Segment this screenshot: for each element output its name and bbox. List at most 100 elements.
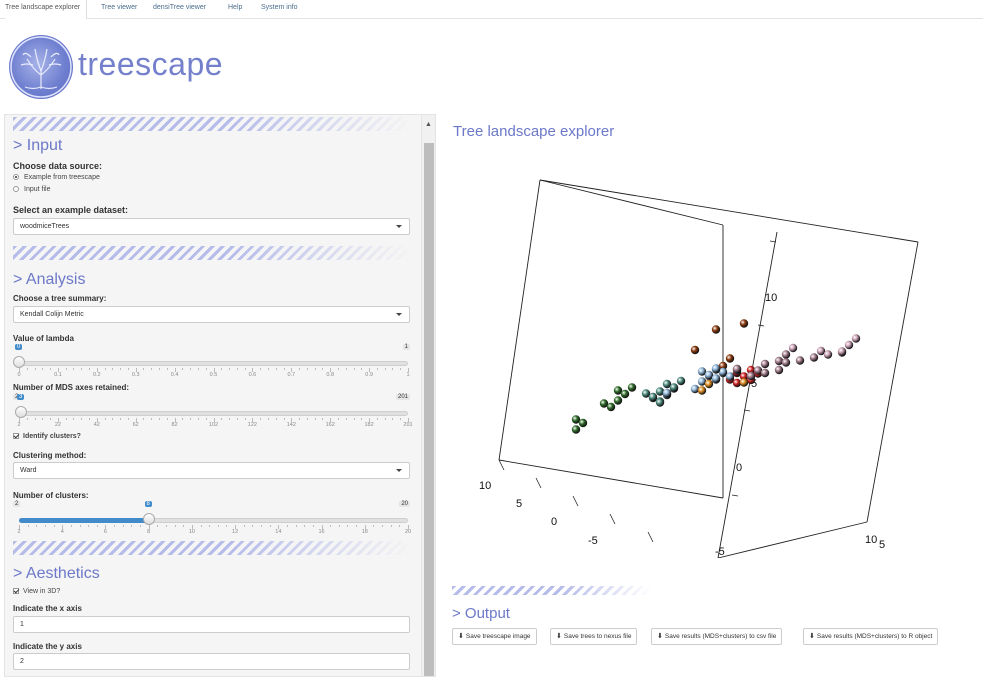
checkbox-checked-icon[interactable] bbox=[13, 588, 19, 594]
slider-tick bbox=[390, 525, 392, 527]
slider-tick bbox=[400, 368, 402, 370]
identify-clusters-checkbox[interactable]: Identify clusters? bbox=[13, 433, 81, 440]
slider-tick bbox=[53, 525, 55, 527]
slider-tick bbox=[330, 418, 332, 422]
slider-tick bbox=[131, 525, 133, 527]
slider-tick-label: 122 bbox=[247, 422, 257, 428]
scatter-point bbox=[718, 361, 728, 371]
axis-tick-label: 5 bbox=[751, 378, 757, 390]
clustering-method-select[interactable]: Ward bbox=[13, 462, 410, 479]
box-edge bbox=[866, 241, 919, 523]
slider-tick bbox=[353, 418, 355, 420]
slider-tick-label: 0.8 bbox=[326, 372, 335, 378]
slider-tick bbox=[200, 525, 202, 527]
example-dataset-label: Select an example dataset: bbox=[13, 205, 129, 215]
slider-tick-label: 182 bbox=[364, 422, 374, 428]
input-section-title: > Input bbox=[13, 137, 63, 154]
slider-handle[interactable] bbox=[142, 513, 155, 525]
scatter-point bbox=[620, 389, 630, 399]
scatter-point bbox=[774, 356, 784, 366]
section-divider bbox=[13, 541, 411, 555]
scatter-point bbox=[669, 383, 679, 392]
caret-down-icon bbox=[396, 225, 402, 228]
slider-tick bbox=[278, 525, 280, 529]
tab-system-info[interactable]: System info bbox=[261, 4, 298, 11]
output-divider bbox=[452, 586, 652, 595]
scroll-up-arrow-icon[interactable]: ▲ bbox=[425, 121, 432, 128]
slider-tick bbox=[408, 525, 409, 529]
lambda-label: Value of lambda bbox=[13, 334, 74, 343]
view-3d-checkbox[interactable]: View in 3D? bbox=[13, 588, 60, 595]
slider-tick bbox=[314, 368, 316, 370]
slider-tick bbox=[89, 368, 91, 370]
tab-help[interactable]: Help bbox=[228, 4, 243, 11]
radio-input-file[interactable]: Input file bbox=[13, 186, 50, 193]
scrollbar-thumb[interactable] bbox=[424, 143, 434, 676]
scatter-point bbox=[795, 356, 805, 365]
slider-track[interactable] bbox=[19, 411, 408, 416]
y-axis-input[interactable]: 2 bbox=[13, 653, 410, 670]
slider-tick bbox=[376, 368, 378, 370]
slider-track[interactable] bbox=[19, 361, 408, 366]
slider-tick bbox=[291, 418, 293, 422]
scatter-point bbox=[711, 374, 721, 383]
slider-tick-label: 2 bbox=[17, 529, 21, 535]
checkbox-checked-icon[interactable] bbox=[13, 433, 19, 439]
save-robject-button[interactable]: ⬇ Save results (MDS+clusters) to R object bbox=[803, 628, 939, 645]
slider-tick bbox=[81, 418, 83, 420]
sidebar-panel: > Input Choose data source: Example from… bbox=[4, 114, 436, 677]
axis-tick bbox=[498, 459, 505, 471]
scatter-point bbox=[613, 386, 623, 395]
slider-tick bbox=[353, 368, 355, 370]
slider-tick-label: 0.5 bbox=[209, 372, 218, 378]
axis-tick bbox=[647, 531, 654, 543]
slider-tick bbox=[299, 368, 301, 370]
slider-tick bbox=[314, 418, 316, 420]
sidebar-scrollbar[interactable]: ▲ bbox=[421, 115, 435, 676]
num-clusters-slider[interactable]: 2 8 20 2 4 6 8 10 12 14 16 18 20 bbox=[13, 501, 411, 537]
slider-tick bbox=[312, 525, 314, 527]
slider-tick bbox=[209, 525, 211, 527]
slider-tick bbox=[252, 368, 254, 372]
slider-tick-label: 2 bbox=[17, 422, 21, 428]
example-dataset-select[interactable]: woodmiceTrees bbox=[13, 218, 410, 235]
slider-tick bbox=[79, 525, 81, 527]
radio-example[interactable]: Example from treescape bbox=[13, 174, 100, 181]
axis-tick-label: 10 bbox=[479, 480, 491, 492]
slider-tick bbox=[399, 525, 401, 527]
slider-tick bbox=[260, 368, 262, 370]
slider-tick bbox=[183, 525, 185, 527]
slider-tick bbox=[148, 525, 150, 529]
tab-densitree-viewer[interactable]: densiTree viewer bbox=[153, 4, 207, 11]
slider-tick bbox=[217, 525, 219, 527]
download-icon: ⬇ bbox=[809, 633, 815, 640]
slider-tick bbox=[408, 418, 409, 422]
slider-tick bbox=[361, 418, 363, 420]
slider-tick bbox=[283, 368, 285, 370]
tab-tree-viewer[interactable]: Tree viewer bbox=[101, 4, 138, 11]
radio-unselected-icon[interactable] bbox=[13, 186, 19, 192]
tree-summary-select[interactable]: Kendall Colijn Metric bbox=[13, 306, 410, 323]
slider-tick bbox=[127, 368, 129, 370]
slider-tick bbox=[400, 418, 402, 420]
radio-selected-icon[interactable] bbox=[13, 174, 19, 180]
save-image-button[interactable]: ⬇ Save treescape image bbox=[452, 628, 537, 645]
slider-tick bbox=[337, 418, 339, 420]
lambda-slider[interactable]: 0 1 0 0.1 0.2 0.3 0.4 0.5 0.6 0.7 0.8 0.9 1 bbox=[13, 344, 410, 380]
slider-handle[interactable] bbox=[13, 356, 25, 368]
x-axis-input[interactable]: 1 bbox=[13, 616, 410, 633]
aesthetics-section-title: > Aesthetics bbox=[13, 565, 100, 582]
slider-tick bbox=[243, 525, 245, 527]
slider-min-value: 2 bbox=[13, 394, 21, 400]
slider-tick bbox=[221, 368, 223, 370]
slider-tick bbox=[197, 418, 199, 420]
slider-handle[interactable] bbox=[14, 406, 27, 418]
tab-tree-landscape-explorer[interactable]: Tree landscape explorer bbox=[5, 0, 88, 19]
slider-tick bbox=[283, 418, 285, 420]
save-nexus-button[interactable]: ⬇ Save trees to nexus file bbox=[550, 628, 638, 645]
slider-tick bbox=[112, 418, 114, 420]
save-csv-button[interactable]: ⬇ Save results (MDS+clusters) to csv file bbox=[651, 628, 783, 645]
scatter-point bbox=[690, 384, 700, 394]
